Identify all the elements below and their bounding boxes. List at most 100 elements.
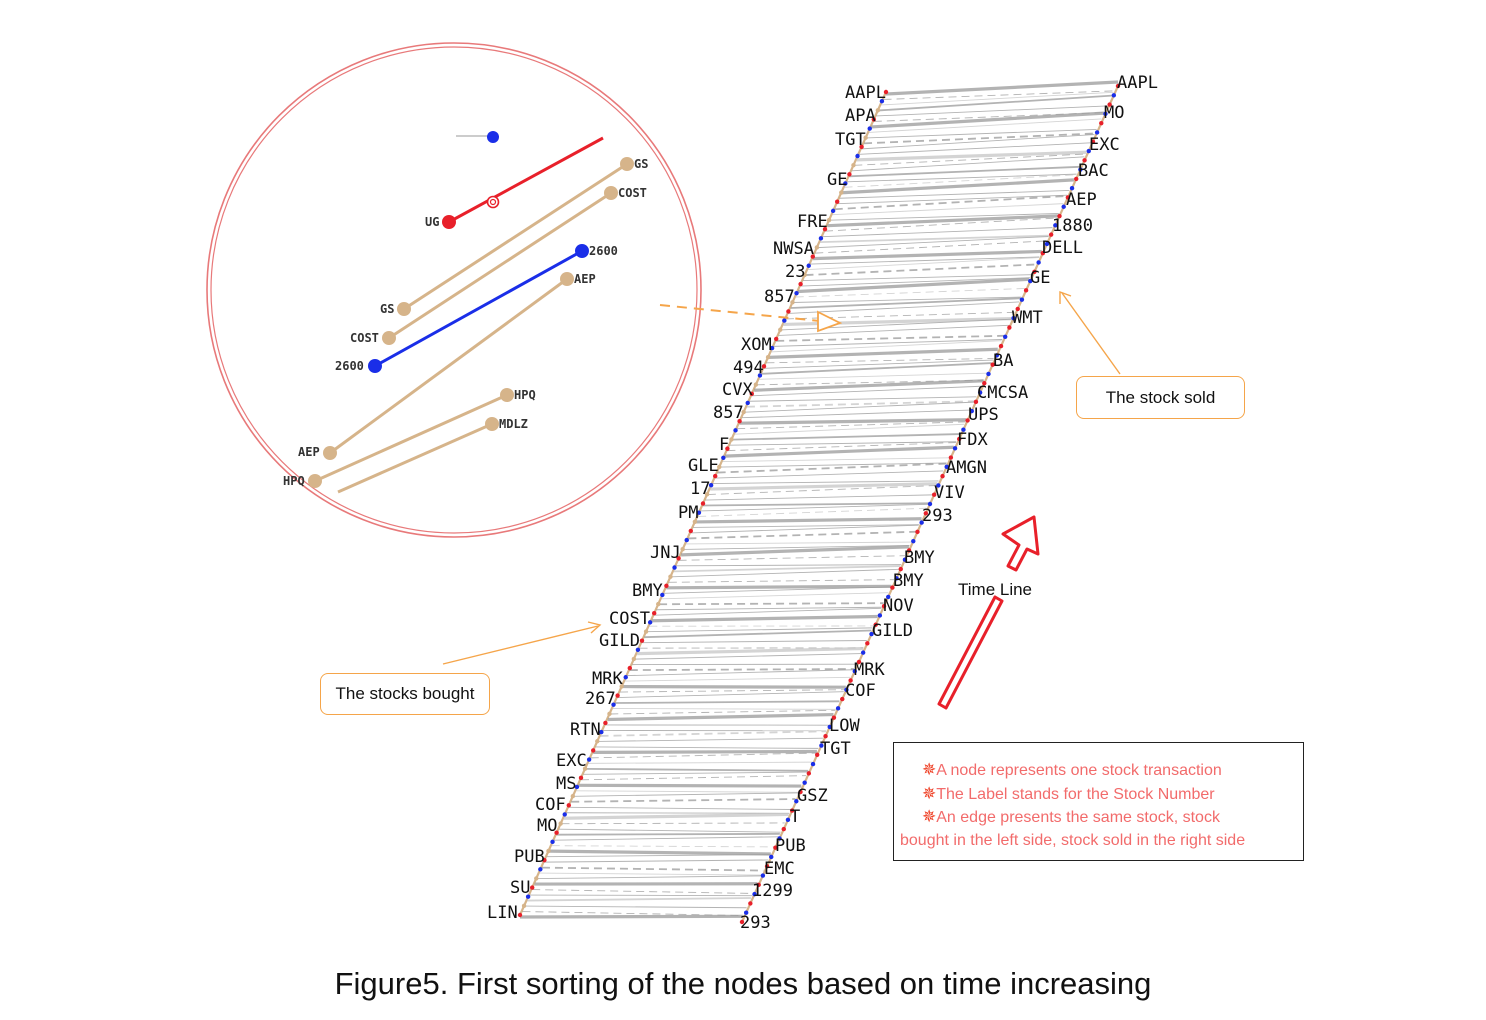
transaction-node bbox=[680, 547, 685, 552]
transaction-node bbox=[863, 135, 868, 140]
transaction-edge bbox=[849, 165, 1080, 178]
zoom-pointer-arrowhead bbox=[817, 310, 843, 333]
transaction-edge bbox=[668, 579, 895, 583]
left-stock-label: 857 bbox=[764, 287, 795, 307]
transaction-edge bbox=[724, 445, 954, 458]
legend-item-continuation: bought in the left side, stock sold in t… bbox=[900, 831, 1246, 849]
transaction-node bbox=[599, 729, 604, 735]
transaction-edge bbox=[715, 470, 944, 479]
legend-item-text: A node represents one stock transaction bbox=[936, 762, 1222, 779]
left-stock-label: APA bbox=[845, 106, 876, 126]
right-stock-label: COF bbox=[845, 681, 876, 701]
transaction-node bbox=[851, 162, 856, 168]
zoom-node bbox=[604, 186, 618, 200]
transaction-edge bbox=[554, 836, 779, 841]
zoom-magnifier: UG GS GS COST COST 2600 2600 AEP AEP HPQ HPQ MDLZ bbox=[206, 42, 702, 538]
transaction-node bbox=[1099, 120, 1104, 126]
transaction-edge bbox=[529, 894, 753, 897]
legend-box: ✵ A node represents one stock transaction… bbox=[893, 742, 1304, 861]
transaction-edge bbox=[571, 798, 796, 803]
transaction-edge bbox=[859, 142, 1091, 155]
right-stock-label: VIV bbox=[934, 483, 965, 503]
transaction-edge bbox=[702, 502, 929, 507]
right-stock-label: AEP bbox=[1066, 190, 1097, 210]
zoom-node bbox=[500, 388, 514, 402]
transaction-node bbox=[574, 784, 580, 790]
right-stock-label: BAC bbox=[1078, 161, 1109, 181]
right-stock-label: TGT bbox=[820, 739, 851, 759]
zoom-content: UG GS GS COST COST 2600 2600 AEP AEP HPQ HPQ MDLZ bbox=[283, 131, 648, 494]
transaction-node bbox=[769, 854, 774, 860]
transaction-node bbox=[729, 437, 734, 442]
timeline-arrow-head bbox=[1001, 515, 1040, 572]
transaction-edge bbox=[788, 301, 1020, 314]
transaction-node bbox=[927, 501, 933, 507]
left-stock-label: EXC bbox=[556, 751, 587, 771]
zoom-edge bbox=[314, 393, 508, 483]
transaction-edge bbox=[773, 339, 1003, 347]
zoom-node-label: MDLZ bbox=[499, 417, 528, 431]
left-stock-label: 494 bbox=[733, 358, 764, 378]
transaction-edge bbox=[746, 400, 975, 408]
transaction-node bbox=[615, 693, 620, 698]
left-stock-label: MS bbox=[556, 774, 576, 794]
left-stock-label: GILD bbox=[599, 631, 640, 651]
transaction-edge bbox=[634, 653, 861, 660]
transaction-edge bbox=[676, 564, 901, 567]
zoom-node bbox=[575, 244, 589, 258]
transaction-node bbox=[823, 734, 828, 739]
transaction-edge bbox=[620, 689, 845, 693]
zoom-node bbox=[323, 446, 337, 460]
transaction-node bbox=[1036, 260, 1041, 265]
transaction-edge bbox=[881, 91, 1114, 106]
transaction-node bbox=[873, 622, 878, 627]
zoom-node-label: AEP bbox=[574, 272, 596, 286]
callout-sold-pointer bbox=[1059, 291, 1121, 375]
right-stock-label: EMC bbox=[764, 859, 795, 879]
transaction-node bbox=[525, 894, 531, 899]
transaction-edge bbox=[846, 173, 1077, 183]
transaction-edge bbox=[807, 257, 1040, 271]
right-stock-label: 293 bbox=[740, 913, 771, 933]
zoom-node-label: COST bbox=[350, 331, 379, 345]
transaction-node bbox=[782, 318, 787, 323]
transaction-node bbox=[550, 839, 555, 845]
transaction-node bbox=[713, 473, 718, 479]
transaction-node bbox=[627, 665, 632, 671]
transaction-edge bbox=[583, 771, 808, 775]
transaction-node bbox=[546, 848, 551, 854]
transaction-edge bbox=[607, 712, 834, 722]
left-stock-label: XOM bbox=[741, 335, 772, 355]
transaction-node bbox=[936, 483, 941, 488]
left-stock-label: CVX bbox=[722, 380, 753, 400]
transaction-node bbox=[806, 263, 811, 268]
transaction-node bbox=[859, 144, 864, 150]
zoom-node bbox=[308, 474, 322, 488]
zoom-node-label: AEP bbox=[298, 445, 320, 459]
left-stock-label: MRK bbox=[592, 669, 623, 689]
transaction-edge bbox=[761, 362, 992, 375]
transaction-node bbox=[886, 594, 891, 600]
transaction-node bbox=[737, 419, 742, 424]
right-stock-label: LOW bbox=[829, 716, 860, 736]
transaction-edge bbox=[742, 409, 971, 419]
transaction-node bbox=[1028, 278, 1033, 284]
transaction-edge bbox=[812, 249, 1042, 261]
transaction-edge bbox=[734, 423, 965, 435]
right-stock-label: AAPL bbox=[1117, 73, 1158, 93]
legend-item: ✵The Label stands for the Stock Number bbox=[900, 783, 1297, 807]
transaction-node bbox=[1074, 176, 1079, 182]
transaction-node bbox=[952, 446, 958, 451]
transaction-edge bbox=[712, 480, 939, 485]
star-icon: ✵ bbox=[922, 783, 937, 803]
transaction-node bbox=[517, 912, 523, 918]
transaction-edge bbox=[866, 129, 1097, 139]
left-stock-label: 17 bbox=[690, 479, 710, 499]
zoom-node bbox=[382, 331, 396, 345]
transaction-node bbox=[1040, 251, 1046, 256]
transaction-node bbox=[881, 603, 887, 609]
transaction-edge bbox=[754, 379, 984, 392]
transaction-node bbox=[822, 226, 828, 232]
right-stock-label: NOV bbox=[883, 596, 914, 616]
transaction-edge bbox=[693, 524, 919, 528]
